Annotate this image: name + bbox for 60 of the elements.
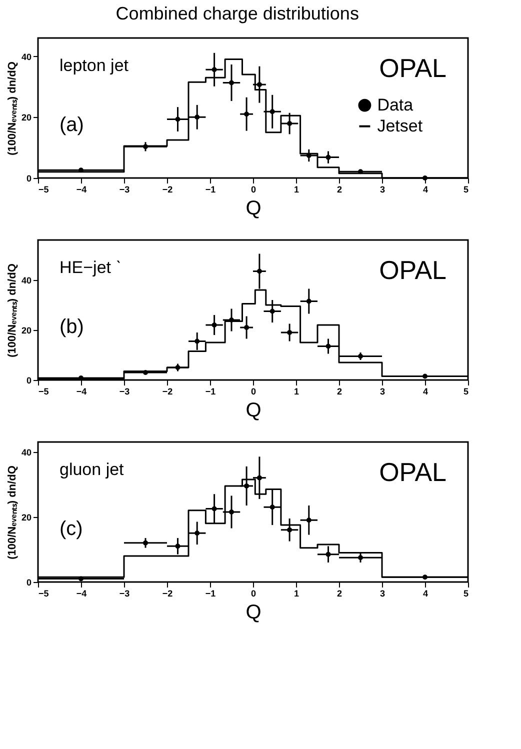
annotation: gluon jet	[60, 460, 124, 479]
x-tick-label: −5	[38, 588, 49, 598]
annotation: OPAL	[379, 456, 446, 487]
x-tick-label: 1	[294, 184, 300, 194]
y-tick-label: 40	[21, 52, 32, 62]
y-tick-label: 0	[26, 376, 32, 386]
x-tick-label: −2	[162, 386, 173, 396]
y-tick-label: 20	[21, 112, 32, 123]
x-tick-label: −5	[38, 386, 49, 396]
x-tick-label: 4	[422, 184, 428, 194]
x-tick-label: −1	[205, 386, 216, 396]
x-tick-label: −4	[76, 386, 87, 396]
x-tick-label: 5	[463, 588, 468, 598]
x-axis-title: Q	[246, 198, 262, 220]
annotation: HE−jet ˋ	[60, 258, 122, 277]
x-tick-label: −4	[76, 588, 87, 598]
annotation: (c)	[60, 518, 83, 540]
y-axis-title: (100/Nₑᵥₑₙₜₛ) dn/dQ	[6, 263, 18, 358]
x-tick-label: −3	[119, 386, 130, 396]
x-axis-title: Q	[246, 602, 262, 624]
x-tick-label: 1	[294, 386, 300, 396]
annotation: OPAL	[379, 254, 446, 285]
y-axis-title: (100/Nₑᵥₑₙₜₛ) dn/dQ	[6, 465, 18, 560]
y-tick-label: 40	[21, 447, 32, 458]
annotation: lepton jet	[60, 56, 129, 75]
x-tick-label: 0	[250, 386, 256, 396]
x-tick-label: 2	[336, 184, 342, 194]
x-tick-label: −3	[119, 184, 130, 194]
x-tick-label: 3	[380, 588, 386, 598]
x-tick-label: −1	[205, 184, 216, 194]
x-tick-label: −2	[162, 184, 173, 194]
x-axis-title: Q	[246, 400, 262, 422]
y-axis-title: (100/Nₑᵥₑₙₜₛ) dn/dQ	[6, 61, 18, 156]
x-tick-label: 0	[250, 184, 256, 194]
y-tick-label: 40	[21, 276, 32, 286]
x-tick-label: 2	[336, 386, 342, 396]
x-tick-label: −3	[119, 588, 130, 598]
x-tick-label: 5	[463, 184, 468, 194]
y-tick-label: 0	[26, 174, 32, 184]
x-tick-label: 3	[380, 184, 386, 194]
legend-label: Data	[377, 95, 414, 114]
x-tick-label: −2	[162, 588, 173, 598]
x-tick-label: 4	[422, 588, 428, 598]
annotation: (a)	[60, 114, 84, 136]
x-tick-label: 4	[422, 386, 428, 396]
legend-label: Jetset	[377, 116, 423, 136]
x-tick-label: 5	[463, 386, 468, 396]
x-tick-label: −5	[38, 184, 49, 194]
x-tick-label: 3	[380, 386, 386, 396]
x-tick-label: 2	[336, 588, 342, 598]
x-tick-label: 1	[294, 588, 300, 598]
annotation: (b)	[60, 316, 84, 338]
x-tick-label: 0	[250, 588, 256, 598]
x-tick-label: −4	[76, 184, 87, 194]
y-tick-label: 20	[21, 512, 32, 522]
x-tick-label: −1	[205, 588, 216, 598]
y-tick-label: 20	[21, 326, 32, 336]
annotation: OPAL	[379, 52, 446, 83]
chart-title: Combined charge distributions	[116, 3, 359, 24]
y-tick-label: 0	[26, 578, 32, 588]
